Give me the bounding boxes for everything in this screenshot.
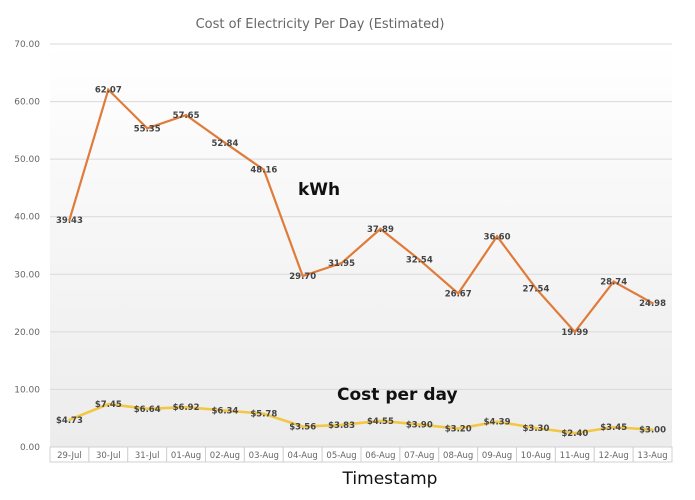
data-point [495,235,499,238]
data-point [651,428,654,431]
data-point [379,419,382,423]
data-point [612,280,615,283]
data-label: 57.65 [173,111,200,121]
data-point [184,405,188,409]
y-tick-label: 50.00 [14,155,40,165]
data-label: 26.67 [445,289,472,299]
data-label: 39.43 [56,216,83,226]
x-tick-label: 11-Aug [560,451,590,461]
data-label: $3.30 [522,424,549,434]
data-label: $3.56 [289,423,316,433]
x-tick-label: 10-Aug [521,451,551,461]
data-point [262,412,266,415]
data-label: $7.45 [95,400,122,410]
data-label: 48.16 [250,166,277,176]
data-point [145,127,149,130]
data-point [340,261,343,265]
data-label: $3.90 [406,421,433,431]
data-point [184,113,188,117]
series-label-cost: Cost per day [337,385,458,405]
data-point [573,431,577,435]
data-label: 62.07 [95,86,122,96]
data-label: 29.70 [289,272,316,282]
chart-title: Cost of Electricity Per Day (Estimated) [196,17,445,32]
data-point [418,258,421,261]
x-tick-label: 06-Aug [365,451,395,461]
x-tick-label: 13-Aug [637,451,667,461]
data-label: $5.78 [250,410,277,420]
data-point [534,287,538,290]
data-label: 19.99 [561,328,588,338]
data-label: $4.73 [56,416,83,426]
data-point [456,427,460,430]
data-point [418,423,421,426]
data-point [612,425,615,429]
x-tick-cell [632,446,673,463]
data-point [651,301,654,305]
data-point [68,418,71,421]
data-point [145,407,149,410]
x-tick-label: 30-Jul [96,451,121,461]
y-tick-label: 30.00 [14,270,40,280]
x-tick-label: 01-Aug [171,451,201,461]
data-label: 55.35 [134,124,161,134]
data-label: $6.34 [211,406,238,416]
data-point [379,227,382,231]
data-point [495,420,499,423]
data-point [340,423,343,427]
data-point [262,168,266,171]
x-tick-label: 09-Aug [482,451,512,461]
x-tick-label: 07-Aug [404,451,434,461]
data-label: $3.45 [600,423,627,433]
data-label: $3.20 [445,425,472,435]
x-tick-label: 05-Aug [326,451,356,461]
data-label: $4.39 [484,418,511,428]
series-line-cost [68,402,653,435]
data-label: 37.89 [367,225,394,235]
x-tick-label: 12-Aug [599,451,629,461]
data-point [107,88,110,91]
data-label: 28.74 [600,278,627,288]
data-label: $3.83 [328,421,355,431]
y-tick-label: 70.00 [14,40,40,50]
y-tick-label: 40.00 [14,213,40,223]
data-label: $4.55 [367,417,394,427]
x-tick-label: 03-Aug [249,451,279,461]
data-point [456,292,460,295]
y-tick-label: 0.00 [20,443,40,453]
data-point [68,218,71,222]
x-tick-label: 31-Jul [135,451,160,461]
data-point [223,141,227,144]
data-label: $6.64 [134,405,161,415]
data-label: 31.95 [328,259,355,269]
data-label: 36.60 [484,232,511,242]
data-point [534,426,538,430]
data-label: 27.54 [522,284,549,294]
x-tick-label: 02-Aug [210,451,240,461]
data-label: 52.84 [211,139,238,149]
data-label: 24.98 [639,299,666,309]
data-point [223,409,227,412]
data-label: $3.00 [639,426,666,436]
series-line-kwh [68,87,654,334]
data-point [107,402,110,406]
y-tick-label: 60.00 [14,98,40,108]
y-tick-label: 10.00 [14,385,40,395]
x-tick-label: 08-Aug [443,451,473,461]
x-tick-label: 29-Jul [57,451,82,461]
data-point [301,274,304,278]
y-tick-label: 20.00 [14,328,40,338]
x-axis-label: Timestamp [342,469,438,489]
series-label-kwh: kWh [298,180,340,200]
data-label: $6.92 [173,403,200,413]
data-point [301,425,304,428]
data-point [573,330,577,334]
data-label: $2.40 [561,429,588,439]
x-tick-label: 04-Aug [288,451,318,461]
data-label: 32.54 [406,256,433,266]
